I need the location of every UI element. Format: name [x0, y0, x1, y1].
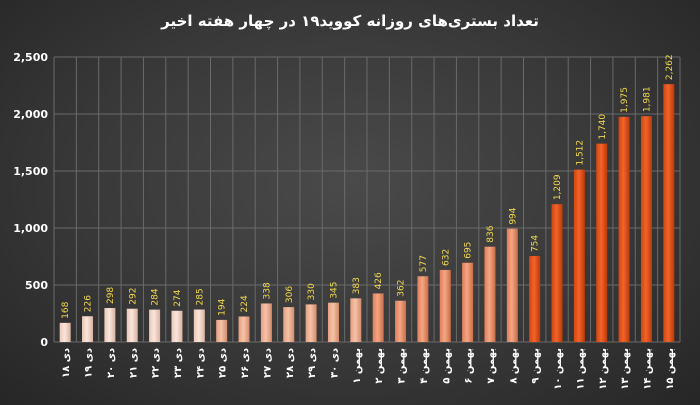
bars	[59, 84, 675, 342]
chart-title: تعداد بستری‌های روزانه کووید۱۹ در چهار ه…	[160, 12, 539, 31]
bar	[640, 116, 652, 342]
x-tick-label: ۸ بهمن	[508, 348, 519, 384]
bar	[573, 169, 585, 342]
x-tick-label: ۱۱ بهمن	[575, 348, 586, 390]
bar	[529, 256, 541, 342]
bar	[305, 304, 317, 342]
x-tick-label: ۲۰ دی	[106, 348, 117, 378]
x-tick-label: ۲۱ دی	[128, 348, 139, 378]
bar	[663, 84, 675, 342]
x-tick-label: ۲۷ دی	[262, 348, 273, 378]
data-label: 1,975	[620, 87, 630, 113]
x-tick-label: ۲ بهمن	[374, 348, 385, 384]
bar	[126, 308, 138, 342]
data-label: 226	[84, 295, 94, 312]
x-tick-label: ۳ بهمن	[397, 348, 408, 384]
y-tick-label: 0	[40, 336, 48, 349]
bar	[171, 310, 183, 342]
bar	[82, 316, 94, 342]
data-label: 274	[173, 289, 183, 306]
bar	[551, 204, 563, 342]
data-label: 426	[374, 272, 384, 289]
x-tick-label: ۱۴ بهمن	[642, 348, 653, 390]
bar	[350, 298, 362, 342]
bar	[104, 308, 116, 342]
y-tick-label: 1,500	[13, 165, 48, 178]
bar	[216, 319, 228, 342]
data-label: 1,740	[598, 114, 608, 140]
x-tick-label: ۲۹ دی	[307, 348, 318, 378]
bar	[395, 300, 407, 342]
x-tick-label: ۱۹ دی	[84, 348, 95, 378]
x-tick-label: ۱۰ بهمن	[553, 348, 564, 390]
x-tick-label: ۵ بهمن	[441, 348, 452, 384]
x-tick-label: ۲۴ دی	[195, 348, 206, 378]
data-label: 292	[128, 288, 138, 305]
bar	[596, 143, 608, 342]
data-label: 754	[531, 235, 541, 252]
data-label: 577	[419, 255, 429, 272]
data-label: 330	[307, 283, 317, 300]
x-tick-label: ۶ بهمن	[464, 348, 475, 384]
data-label: 285	[195, 288, 205, 305]
bar	[372, 293, 384, 342]
bar	[618, 116, 630, 342]
bar	[193, 309, 205, 342]
data-label: 836	[486, 225, 496, 242]
data-label: 2,262	[665, 54, 675, 80]
bar	[484, 246, 496, 342]
bar	[462, 262, 474, 342]
bar	[506, 228, 518, 342]
x-tick-label: ۹ بهمن	[531, 348, 542, 384]
bar	[417, 276, 429, 342]
data-label: 1,981	[642, 86, 652, 112]
y-tick-label: 1,000	[13, 222, 48, 235]
data-label: 298	[106, 287, 116, 304]
x-tick-label: ۲۳ دی	[173, 348, 184, 378]
x-tick-label: ۴ بهمن	[419, 348, 430, 384]
data-label: 168	[61, 301, 71, 318]
x-tick-label: ۳۰ دی	[329, 348, 340, 378]
x-tick-label: ۱۵ بهمن	[665, 348, 676, 390]
x-tick-label: ۱ بهمن	[352, 348, 363, 384]
data-label: 338	[262, 282, 272, 299]
data-label: 224	[240, 295, 250, 312]
data-label: 383	[352, 277, 362, 294]
x-tick-label: ۱۳ بهمن	[620, 348, 631, 390]
y-tick-label: 500	[25, 279, 48, 292]
data-label: 695	[464, 242, 474, 259]
x-tick-label: ۲۵ دی	[218, 348, 229, 378]
x-tick-label: ۲۸ دی	[285, 348, 296, 378]
x-tick-label: ۲۶ دی	[240, 348, 251, 378]
x-tick-label: ۲۲ دی	[151, 348, 162, 378]
data-label: 345	[329, 281, 339, 298]
data-label: 362	[397, 280, 407, 297]
bar	[260, 303, 272, 342]
bar	[149, 309, 161, 342]
y-tick-label: 2,500	[13, 51, 48, 64]
data-label: 632	[441, 249, 451, 266]
bar	[238, 316, 250, 342]
x-tick-label: ۷ بهمن	[486, 348, 497, 384]
y-axis: 0 500 1,000 1,500 2,000 2,500	[13, 51, 48, 349]
data-label: 194	[218, 298, 228, 315]
data-label: 1,512	[575, 140, 585, 166]
x-tick-label: ۱۲ بهمن	[598, 348, 609, 390]
bar	[327, 302, 339, 342]
data-labels: 168 226 298 292 284 274 285 194 224 338 306 330 345 3…	[61, 54, 675, 318]
x-tick-label: ۱۸ دی	[61, 348, 72, 378]
bar	[59, 322, 71, 342]
grid-lines	[53, 56, 681, 343]
data-label: 994	[508, 207, 518, 224]
bar	[439, 269, 451, 342]
x-axis: ۱۸ دی ۱۹ دی ۲۰ دی ۲۱ دی ۲۲ دی ۲۳ دی ۲۴ دی ۲۵ دی…	[61, 348, 676, 390]
data-label: 306	[285, 286, 295, 303]
bar	[283, 307, 295, 342]
data-label: 284	[151, 288, 161, 305]
y-tick-label: 2,000	[13, 108, 48, 121]
data-label: 1,209	[553, 174, 563, 200]
